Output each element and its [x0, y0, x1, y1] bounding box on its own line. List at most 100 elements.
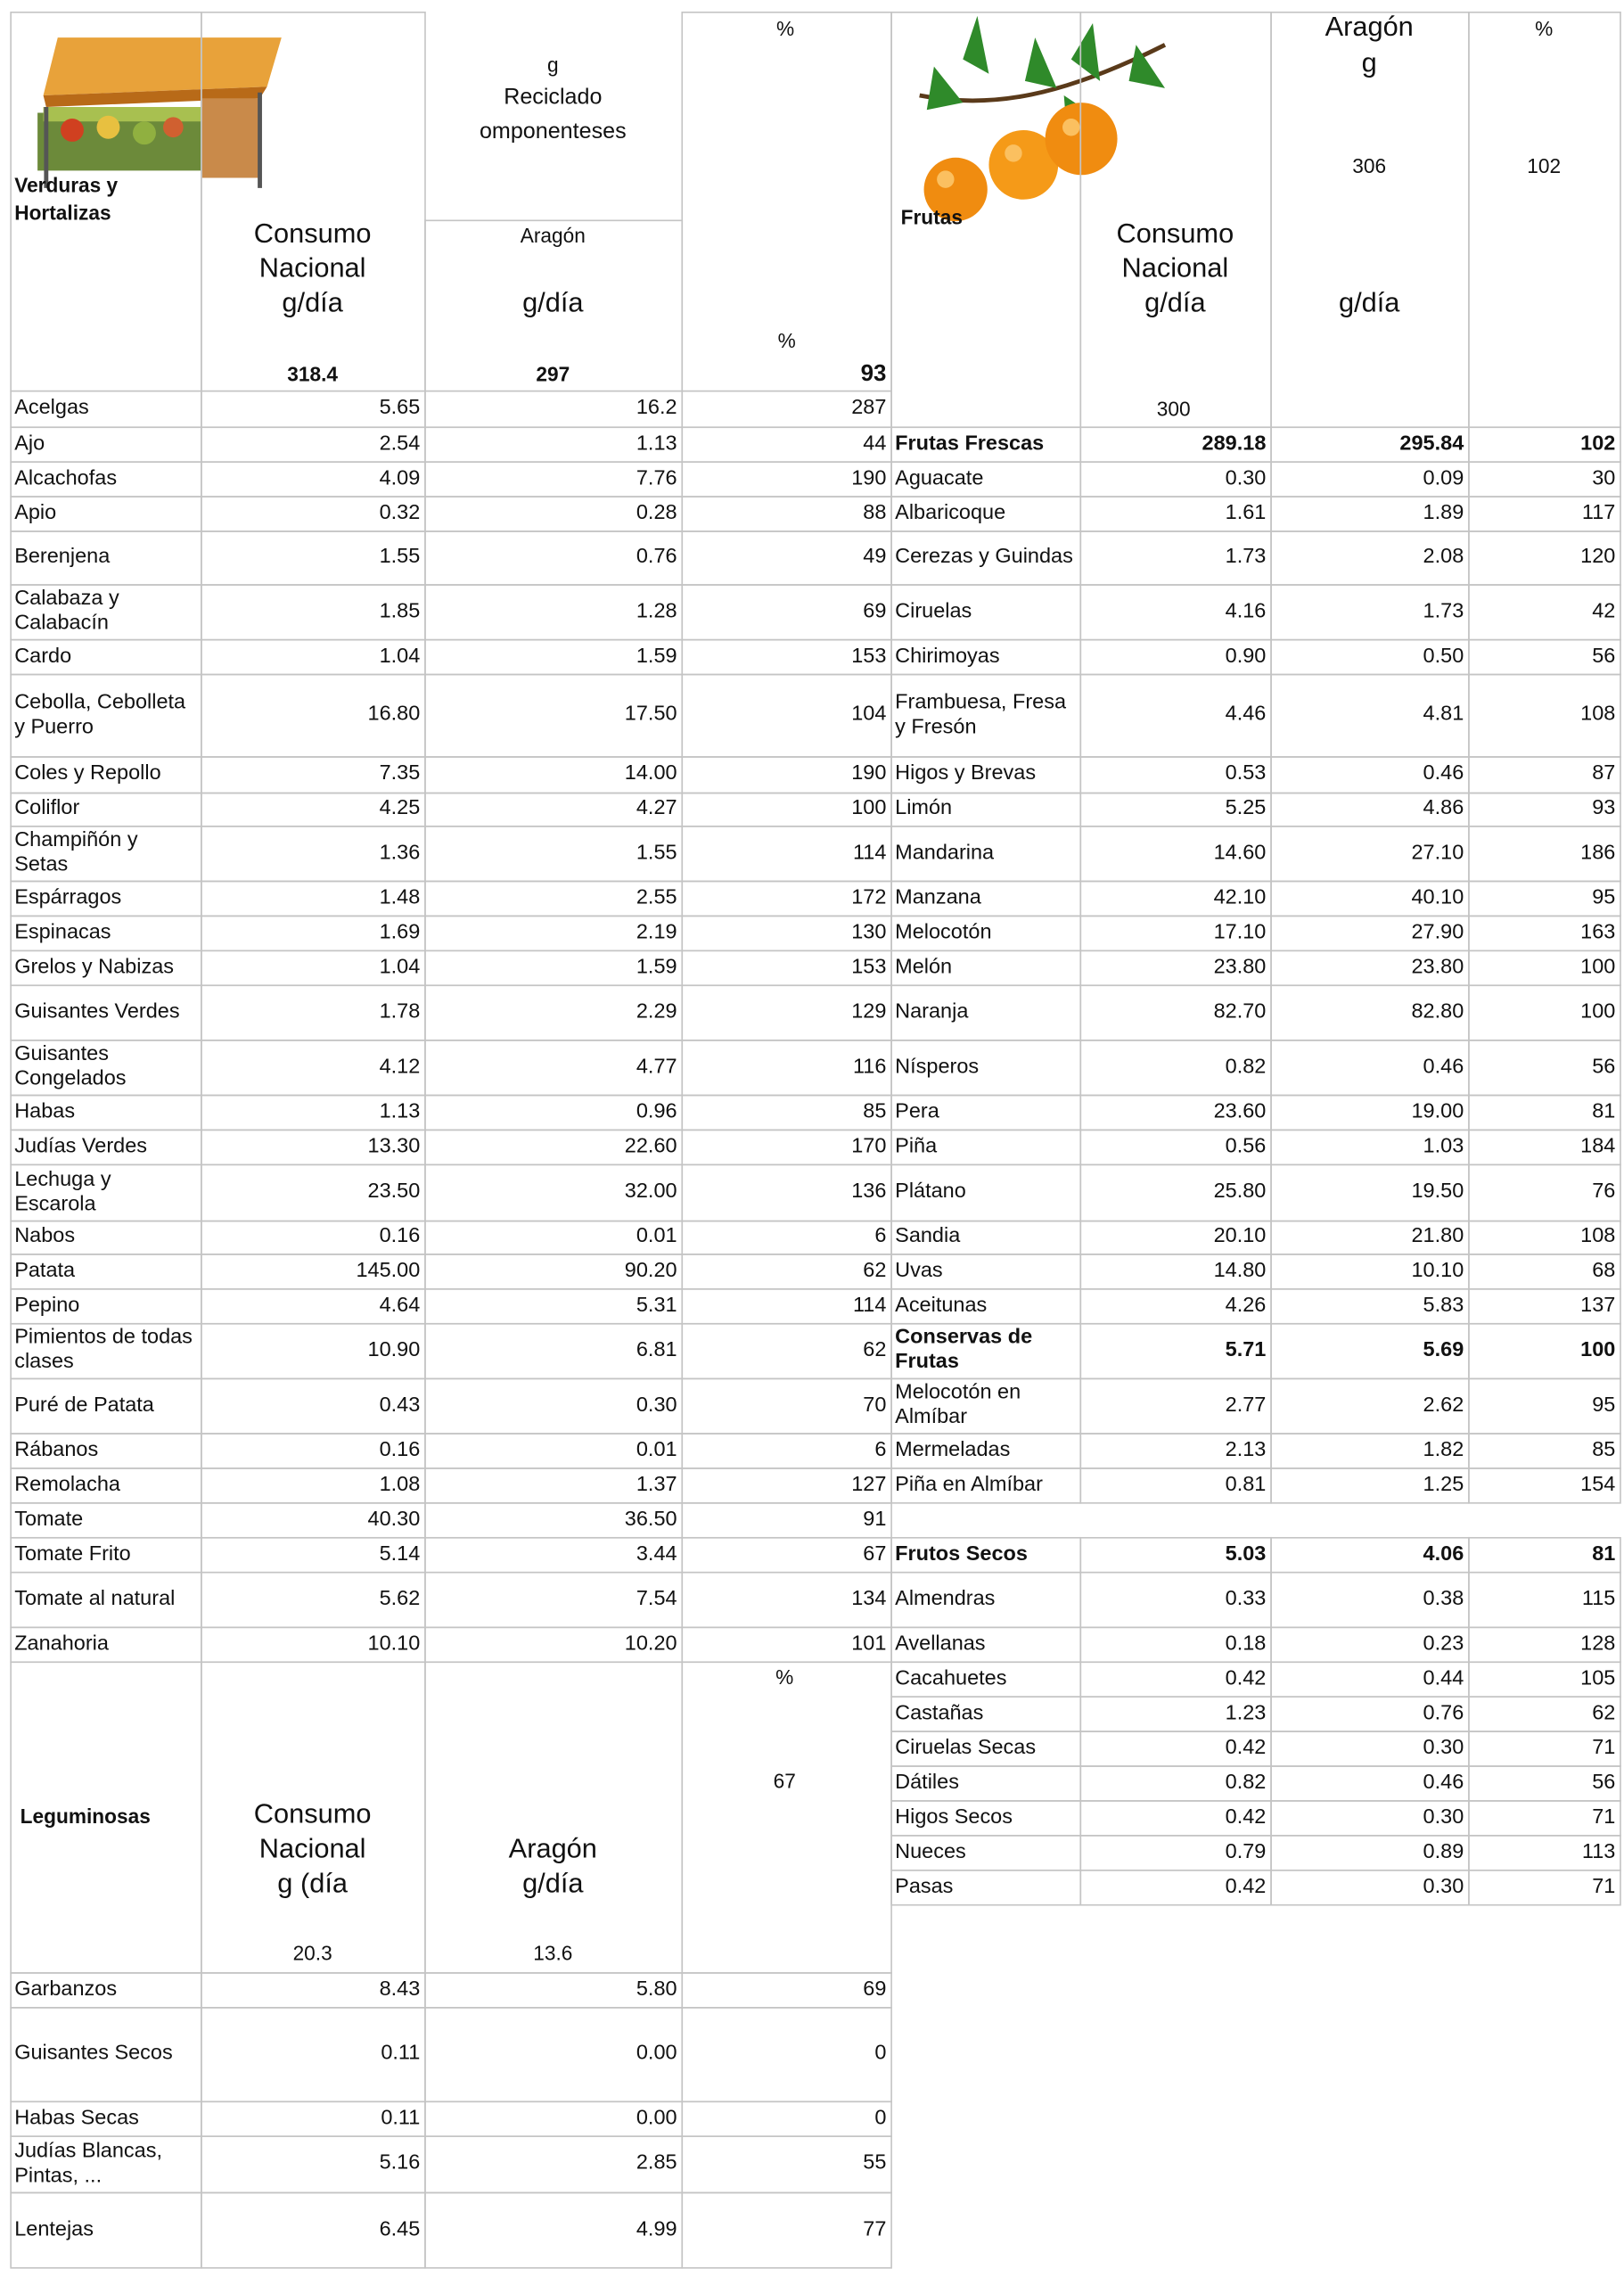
value-cell: 104 — [681, 674, 890, 756]
value-cell: 0.30 — [1270, 1800, 1468, 1835]
value-cell: 1.28 — [424, 584, 681, 639]
value-cell: 0.89 — [1270, 1835, 1468, 1870]
value-cell: 81 — [1468, 1537, 1620, 1572]
row-label: Lechuga y Escarola — [10, 1164, 201, 1221]
value-cell: 0.09 — [1270, 461, 1468, 496]
value-cell: 1.59 — [424, 639, 681, 674]
value-cell: 23.60 — [1079, 1095, 1270, 1130]
value-cell: 1.55 — [201, 530, 424, 584]
value-cell: 184 — [1468, 1130, 1620, 1164]
header-text: % — [765, 17, 805, 41]
value-cell: 108 — [1468, 1221, 1620, 1254]
value-cell: 1.03 — [1270, 1130, 1468, 1164]
value-cell: 0.32 — [201, 496, 424, 530]
row-label: Coliflor — [10, 793, 201, 826]
header-text: Consumo — [201, 1799, 424, 1832]
row-label: Champiñón y Setas — [10, 826, 201, 881]
value-cell: 186 — [1468, 826, 1620, 881]
value-cell: 5.31 — [424, 1288, 681, 1323]
value-cell: 13.30 — [201, 1130, 424, 1164]
value-cell: 0.30 — [424, 1378, 681, 1434]
value-cell: 81 — [1468, 1095, 1620, 1130]
row-label: Frambuesa, Fresa y Fresón — [890, 674, 1079, 756]
value-cell: 2.29 — [424, 984, 681, 1040]
row-label: Patata — [10, 1254, 201, 1288]
header-text: g/día — [1079, 289, 1270, 322]
row-label: Judías Blancas, Pintas, ... — [10, 2135, 201, 2191]
value-cell: 5.80 — [424, 1972, 681, 2007]
value-cell: 44 — [681, 426, 890, 461]
value-cell: 0.16 — [201, 1221, 424, 1254]
header-text: % — [681, 1665, 888, 1689]
value-cell: 2.19 — [424, 916, 681, 950]
value-cell: 1.04 — [201, 950, 424, 985]
value-cell: 4.16 — [1079, 584, 1270, 639]
value-cell: 88 — [681, 496, 890, 530]
header-text: g (día — [201, 1869, 424, 1902]
value-cell: 95 — [1468, 1378, 1620, 1434]
header-text: Aragón — [424, 224, 681, 248]
row-label: Berenjena — [10, 530, 201, 584]
value-cell: 113 — [1468, 1835, 1620, 1870]
value-cell: 0.50 — [1270, 639, 1468, 674]
value-cell: 153 — [681, 639, 890, 674]
value-cell: 1.23 — [1079, 1696, 1270, 1731]
value-cell: 4.12 — [201, 1040, 424, 1095]
value-cell: 1.78 — [201, 984, 424, 1040]
row-label: Melón — [890, 950, 1079, 985]
value-cell: 42.10 — [1079, 881, 1270, 916]
value-cell: 190 — [681, 461, 890, 496]
value-cell: 8.43 — [201, 1972, 424, 2007]
value-cell: 128 — [1468, 1627, 1620, 1662]
value-cell: 7.35 — [201, 756, 424, 793]
value-cell: 19.00 — [1270, 1095, 1468, 1130]
value-cell: 82.70 — [1079, 984, 1270, 1040]
value-cell: 4.25 — [201, 793, 424, 826]
value-cell: 100 — [1468, 950, 1620, 985]
value-cell: 10.90 — [201, 1323, 424, 1378]
row-label: Piña — [890, 1130, 1079, 1164]
value-cell: 23.50 — [201, 1164, 424, 1221]
row-label: Nabos — [10, 1221, 201, 1254]
value-cell: 5.62 — [201, 1572, 424, 1627]
value-cell: 0.11 — [201, 2007, 424, 2100]
value-cell: 100 — [1468, 984, 1620, 1040]
value-cell: 4.46 — [1079, 674, 1270, 756]
value-cell: 19.50 — [1270, 1164, 1468, 1221]
row-label: Almendras — [890, 1572, 1079, 1627]
value-cell: 0.42 — [1079, 1870, 1270, 1904]
value-cell: 0.90 — [1079, 639, 1270, 674]
value-cell: 129 — [681, 984, 890, 1040]
header-total: 297 — [424, 362, 681, 386]
value-cell: 130 — [681, 916, 890, 950]
value-cell: 0.82 — [1079, 1040, 1270, 1095]
value-cell: 25.80 — [1079, 1164, 1270, 1221]
value-cell: 2.08 — [1270, 530, 1468, 584]
value-cell: 40.30 — [201, 1502, 424, 1537]
section-title: Verduras y Hortalizas — [14, 172, 187, 227]
header-total: 102 — [1468, 154, 1620, 178]
row-label: Cerezas y Guindas — [890, 530, 1079, 584]
value-cell: 5.65 — [201, 390, 424, 427]
value-cell: 14.80 — [1079, 1254, 1270, 1288]
value-cell: 70 — [681, 1378, 890, 1434]
value-cell: 0.23 — [1270, 1627, 1468, 1662]
value-cell: 95 — [1468, 881, 1620, 916]
header-total: 306 — [1270, 154, 1468, 178]
value-cell: 100 — [1468, 1323, 1620, 1378]
value-cell: 10.10 — [201, 1627, 424, 1662]
value-cell: 0.79 — [1079, 1835, 1270, 1870]
value-cell: 1.04 — [201, 639, 424, 674]
value-cell: 1.89 — [1270, 496, 1468, 530]
value-cell: 87 — [1468, 756, 1620, 793]
value-cell: 153 — [681, 950, 890, 985]
value-cell: 6 — [681, 1221, 890, 1254]
value-cell: 71 — [1468, 1800, 1620, 1835]
header-text: Aragón — [424, 1834, 681, 1867]
value-cell: 14.60 — [1079, 826, 1270, 881]
value-cell: 4.99 — [424, 2192, 681, 2267]
value-cell: 27.90 — [1270, 916, 1468, 950]
value-cell: 6.81 — [424, 1323, 681, 1378]
value-cell: 0.30 — [1079, 461, 1270, 496]
value-cell: 0.96 — [424, 1095, 681, 1130]
